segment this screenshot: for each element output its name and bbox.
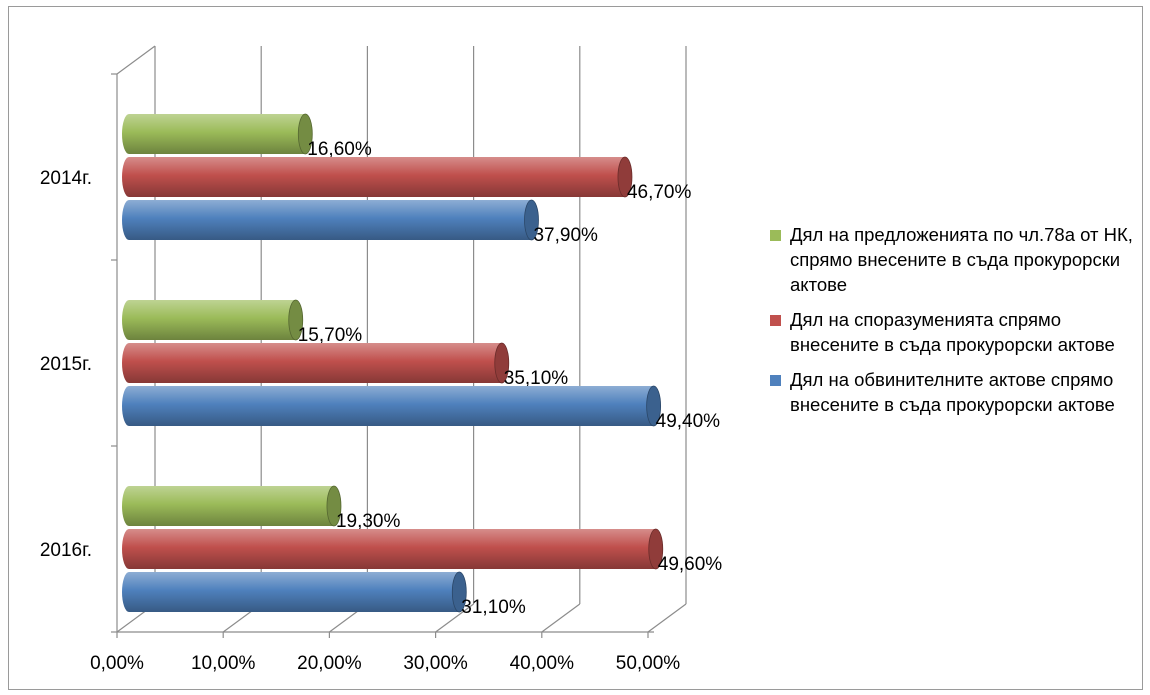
- bar-end-cap: [326, 485, 342, 527]
- bar-9bbb59: [122, 486, 334, 526]
- bar-end-cap: [494, 342, 510, 384]
- data-label: 19,30%: [336, 511, 401, 532]
- legend-label: Дял на предложенията по чл.78а от НК, сп…: [790, 224, 1133, 295]
- bar-9bbb59: [122, 114, 306, 154]
- data-label: 37,90%: [533, 225, 598, 246]
- x-tick-label: 30,00%: [403, 653, 468, 674]
- y-category-label: 2015г.: [40, 354, 92, 375]
- x-tick-label: 50,00%: [616, 653, 681, 674]
- bar-end-cap: [297, 113, 313, 155]
- data-label: 35,10%: [504, 368, 569, 389]
- legend-swatch: [770, 230, 781, 241]
- legend-item: Дял на споразуменията спрямо внесените в…: [770, 307, 1140, 357]
- data-label: 15,70%: [298, 325, 363, 346]
- bar-4f81bd: [122, 386, 654, 426]
- bar-end-cap: [648, 528, 664, 570]
- bar-4f81bd: [122, 572, 460, 612]
- floor-gridline: [435, 603, 474, 633]
- data-label: 49,60%: [658, 554, 723, 575]
- bar-end-cap: [617, 156, 633, 198]
- data-label: 46,70%: [627, 182, 692, 203]
- data-label: 16,60%: [307, 139, 372, 160]
- chart-legend: Дял на предложенията по чл.78а от НК, сп…: [770, 222, 1140, 427]
- legend-swatch: [770, 315, 781, 326]
- data-label: 31,10%: [461, 597, 526, 618]
- side-wall-top: [116, 45, 156, 75]
- legend-item: Дял на обвинителните актове спрямо внесе…: [770, 367, 1140, 417]
- bar-end-cap: [288, 299, 304, 341]
- y-category-label: 2016г.: [40, 540, 92, 561]
- bar-end-cap: [646, 385, 662, 427]
- x-tick-label: 10,00%: [191, 653, 256, 674]
- legend-label: Дял на споразуменията спрямо внесените в…: [790, 309, 1115, 355]
- y-category-label: 2014г.: [40, 168, 92, 189]
- bar-end-cap: [524, 199, 539, 241]
- legend-swatch: [770, 375, 781, 386]
- bar-9bbb59: [122, 300, 296, 340]
- bar-c0504d: [122, 343, 502, 383]
- legend-label: Дял на обвинителните актове спрямо внесе…: [790, 369, 1115, 415]
- x-tick-label: 40,00%: [510, 653, 575, 674]
- x-tick-label: 0,00%: [90, 653, 144, 674]
- bar-end-cap: [451, 571, 467, 613]
- data-label: 49,40%: [656, 411, 721, 432]
- floor-gridline: [541, 603, 581, 633]
- x-tick-label: 20,00%: [297, 653, 362, 674]
- bar-c0504d: [122, 157, 625, 197]
- legend-item: Дял на предложенията по чл.78а от НК, сп…: [770, 222, 1140, 297]
- bar-4f81bd: [122, 200, 532, 240]
- bar-c0504d: [122, 529, 656, 569]
- floor-gridline: [647, 603, 687, 633]
